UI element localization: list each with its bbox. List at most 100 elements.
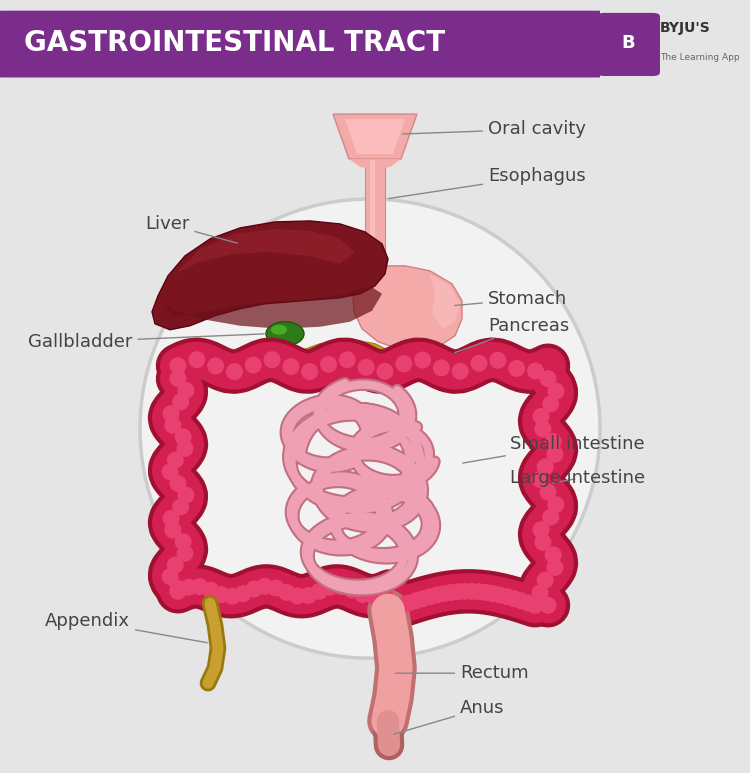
- Text: Esophagus: Esophagus: [388, 167, 586, 199]
- Circle shape: [532, 471, 548, 488]
- Circle shape: [172, 499, 189, 516]
- Text: GASTROINTESTINAL TRACT: GASTROINTESTINAL TRACT: [24, 29, 445, 57]
- Circle shape: [539, 597, 556, 614]
- Circle shape: [166, 451, 184, 468]
- Circle shape: [170, 357, 187, 374]
- Circle shape: [470, 355, 488, 372]
- Circle shape: [180, 579, 197, 596]
- Circle shape: [537, 458, 554, 475]
- Circle shape: [224, 587, 241, 604]
- Circle shape: [172, 393, 189, 410]
- Circle shape: [213, 586, 230, 603]
- Circle shape: [289, 587, 306, 604]
- Circle shape: [537, 571, 554, 588]
- Circle shape: [358, 359, 375, 376]
- Circle shape: [244, 356, 262, 373]
- Circle shape: [322, 579, 339, 596]
- Circle shape: [478, 584, 494, 601]
- Circle shape: [188, 351, 206, 368]
- Circle shape: [170, 475, 187, 492]
- Circle shape: [235, 585, 252, 602]
- Circle shape: [542, 509, 560, 526]
- Text: Liver: Liver: [145, 215, 237, 243]
- Circle shape: [457, 583, 473, 600]
- Circle shape: [491, 587, 508, 604]
- Circle shape: [344, 581, 361, 598]
- Polygon shape: [430, 274, 460, 329]
- Circle shape: [449, 584, 466, 600]
- Text: Anus: Anus: [394, 699, 505, 734]
- Circle shape: [178, 382, 194, 399]
- Circle shape: [163, 510, 179, 527]
- Circle shape: [376, 585, 393, 602]
- Circle shape: [267, 580, 284, 597]
- FancyBboxPatch shape: [597, 13, 660, 76]
- Text: Appendix: Appendix: [45, 612, 207, 642]
- Text: Rectum: Rectum: [396, 664, 529, 682]
- Circle shape: [539, 370, 556, 387]
- Ellipse shape: [271, 325, 287, 335]
- Circle shape: [532, 584, 548, 601]
- Circle shape: [164, 417, 182, 434]
- Text: Stomach: Stomach: [454, 290, 567, 308]
- Circle shape: [202, 581, 219, 598]
- Circle shape: [191, 578, 208, 595]
- Circle shape: [166, 557, 184, 574]
- Circle shape: [164, 522, 182, 539]
- Circle shape: [422, 588, 439, 605]
- Text: Large intestine: Large intestine: [510, 469, 645, 488]
- Polygon shape: [333, 114, 417, 159]
- Circle shape: [547, 446, 563, 463]
- Circle shape: [207, 358, 224, 374]
- Circle shape: [376, 363, 394, 380]
- Polygon shape: [158, 286, 382, 329]
- Circle shape: [544, 433, 562, 450]
- Circle shape: [310, 583, 328, 600]
- Circle shape: [464, 583, 481, 600]
- Circle shape: [433, 359, 450, 376]
- Polygon shape: [370, 160, 375, 286]
- Circle shape: [161, 568, 178, 585]
- Circle shape: [400, 594, 418, 611]
- Polygon shape: [345, 119, 405, 154]
- Text: Small intestine: Small intestine: [463, 434, 644, 463]
- Circle shape: [175, 533, 192, 550]
- Polygon shape: [175, 229, 355, 274]
- Circle shape: [178, 487, 194, 504]
- Circle shape: [278, 584, 296, 601]
- Circle shape: [320, 356, 337, 373]
- Circle shape: [436, 585, 452, 602]
- Text: Gallbladder: Gallbladder: [28, 332, 264, 351]
- Circle shape: [407, 592, 424, 609]
- Circle shape: [354, 586, 371, 603]
- Circle shape: [428, 587, 445, 604]
- Polygon shape: [349, 159, 401, 169]
- Circle shape: [170, 370, 187, 387]
- Polygon shape: [353, 266, 462, 349]
- Circle shape: [499, 588, 515, 605]
- Circle shape: [176, 545, 194, 562]
- Circle shape: [365, 587, 382, 604]
- Text: Pancreas: Pancreas: [454, 317, 569, 352]
- Circle shape: [415, 590, 431, 607]
- Circle shape: [547, 559, 563, 576]
- Circle shape: [509, 360, 525, 377]
- Circle shape: [163, 405, 179, 422]
- Circle shape: [170, 583, 187, 600]
- Circle shape: [532, 521, 550, 538]
- Circle shape: [534, 421, 551, 438]
- Circle shape: [332, 578, 350, 595]
- Text: B: B: [622, 34, 635, 52]
- Circle shape: [489, 352, 506, 369]
- Circle shape: [539, 483, 556, 500]
- Circle shape: [470, 584, 488, 600]
- Circle shape: [256, 578, 274, 595]
- Circle shape: [548, 383, 565, 400]
- Circle shape: [245, 581, 262, 598]
- Circle shape: [526, 597, 544, 614]
- Circle shape: [414, 352, 431, 369]
- Circle shape: [534, 534, 551, 551]
- Circle shape: [283, 358, 299, 375]
- Circle shape: [512, 592, 529, 609]
- Circle shape: [542, 395, 560, 412]
